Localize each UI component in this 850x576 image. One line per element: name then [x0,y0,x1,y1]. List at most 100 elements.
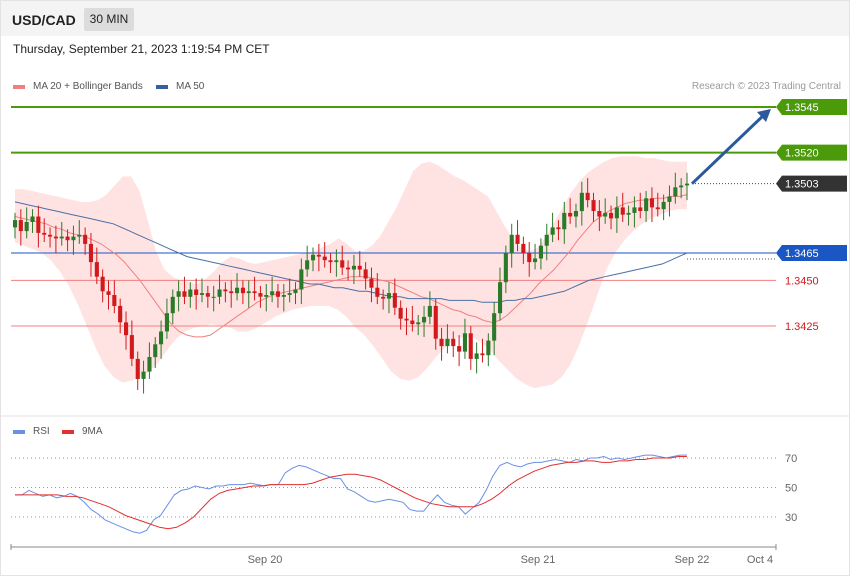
level-label: 1.3545 [785,102,819,114]
candle-body [410,320,415,325]
candle-body [59,236,64,239]
candle-body [439,338,444,347]
candle-body [328,260,333,263]
legend-label-bollinger: MA 20 + Bollinger Bands [33,81,143,92]
credit-text: Research © 2023 Trading Central [691,81,841,92]
legend-ma50: MA 50 [156,81,204,92]
candle-body [211,296,216,298]
level-label-tag [776,175,847,192]
candle-body [357,265,362,270]
candle-body [685,183,690,186]
level-label: 1.3520 [785,148,819,160]
candle-body [433,305,438,339]
candle-body [124,322,129,336]
candle-body [305,260,310,270]
candle-body [468,333,473,359]
candle-body [65,236,70,241]
legend-bollinger: MA 20 + Bollinger Bands [13,81,143,92]
candle-body [287,293,292,295]
candle-body [351,265,356,270]
candle-body [445,338,450,347]
candle-body [538,245,543,259]
candle-body [422,316,427,323]
candle-body [480,353,485,356]
candle-body [416,322,421,325]
legend-swatch-rsi [13,429,25,434]
candle-body [579,192,584,212]
candle-body [71,236,76,241]
candle-body [246,291,251,294]
rsi-ma-line [15,456,687,530]
candle-body [170,296,175,314]
candle-body [235,287,240,294]
candle-body [199,293,204,295]
candle-body [462,333,467,352]
instrument-title: USD/CAD [12,12,76,28]
candle-body [661,201,666,210]
candle-body [498,282,503,314]
candle-body [527,253,532,263]
candle-body [392,293,397,308]
candle-body [299,269,304,290]
candle-body [386,293,391,299]
candle-body [603,212,608,217]
candle-body [503,253,508,283]
candle-body [106,291,111,295]
candle-body [521,243,526,253]
candle-body [270,291,275,295]
candle-body [404,318,409,321]
candle-body [77,234,82,237]
candle-body [334,260,339,263]
candle-body [293,289,298,294]
candle-body [544,234,549,246]
candle-body [573,211,578,217]
candle-body [112,295,117,306]
candle-body [585,192,590,201]
candle-body [509,234,514,253]
timeframe-button[interactable]: 30 MIN [84,8,134,31]
candle-body [316,254,321,257]
candle-body [217,289,222,297]
legend-label-rsi: RSI [33,426,50,437]
candle-body [100,276,105,292]
legend-swatch-ma20 [13,84,25,89]
candle-body [223,289,228,292]
candle-body [533,258,538,263]
x-tick-label: Oct 4 [747,554,773,566]
candle-body [311,254,316,261]
candle-body [258,293,263,297]
candle-body [609,212,614,219]
candle-body [673,187,678,197]
legend-swatch-rsi-ma [62,429,74,434]
level-label: 1.3425 [785,321,819,333]
candle-body [18,220,23,232]
candle-body [667,196,672,202]
candle-body [205,293,210,297]
legend-swatch-ma50 [156,84,168,89]
candle-body [159,331,164,345]
candle-body [36,216,41,233]
chart-header: USD/CAD 30 MIN [1,1,849,36]
candle-body [275,291,280,297]
candle-body [427,305,432,317]
rsi-tick-label: 30 [785,512,797,524]
rsi-tick-label: 50 [785,483,797,495]
candle-body [135,358,140,379]
candle-body [550,227,555,235]
candle-body [632,207,637,213]
candle-body [322,256,327,261]
candle-body [597,211,602,217]
candle-body [30,216,35,222]
candle-body [346,267,351,270]
candle-body [94,262,99,277]
candle-body [398,307,403,319]
rsi-line [15,454,687,534]
candle-body [188,289,193,297]
legend-label-ma50: MA 50 [176,81,205,92]
candle-body [164,313,169,332]
candle-body [240,287,245,294]
x-tick-label: Sep 21 [521,554,556,566]
legend-label-rsi-ma: 9MA [82,426,103,437]
candle-body [264,295,269,297]
